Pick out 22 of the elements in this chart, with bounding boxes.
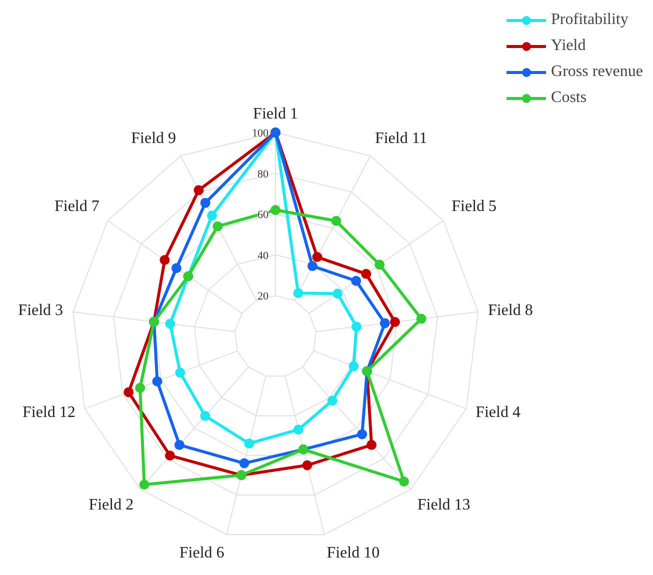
spoke-label: Field 5 (452, 198, 497, 215)
spoke-label: Field 10 (326, 544, 380, 562)
spoke-label: Field 1 (253, 106, 298, 122)
spoke-label: Field 6 (179, 544, 224, 562)
spoke-label: Field 9 (131, 130, 176, 148)
y-tick-label: 80 (258, 168, 269, 180)
legend-label: Profitability (551, 11, 628, 29)
y-tick-label: 100 (252, 128, 269, 140)
spoke-label: Field 11 (374, 130, 428, 148)
spoke-label: Field 8 (488, 302, 533, 320)
spoke-label: Field 4 (476, 404, 520, 421)
y-tick-label: 20 (258, 290, 269, 303)
spoke-label: Field 7 (54, 198, 100, 215)
spoke-label: Field 2 (88, 496, 134, 514)
legend-label: Costs (551, 89, 587, 107)
legend-label: Gross revenue (551, 63, 643, 81)
spoke-label: Field 3 (18, 302, 64, 320)
legend-label: Yield (551, 37, 586, 55)
spoke-label: Field 12 (22, 404, 76, 421)
spoke-label: Field 13 (417, 496, 470, 514)
y-tick-label: 40 (258, 250, 269, 262)
y-tick-label: 60 (258, 209, 269, 222)
